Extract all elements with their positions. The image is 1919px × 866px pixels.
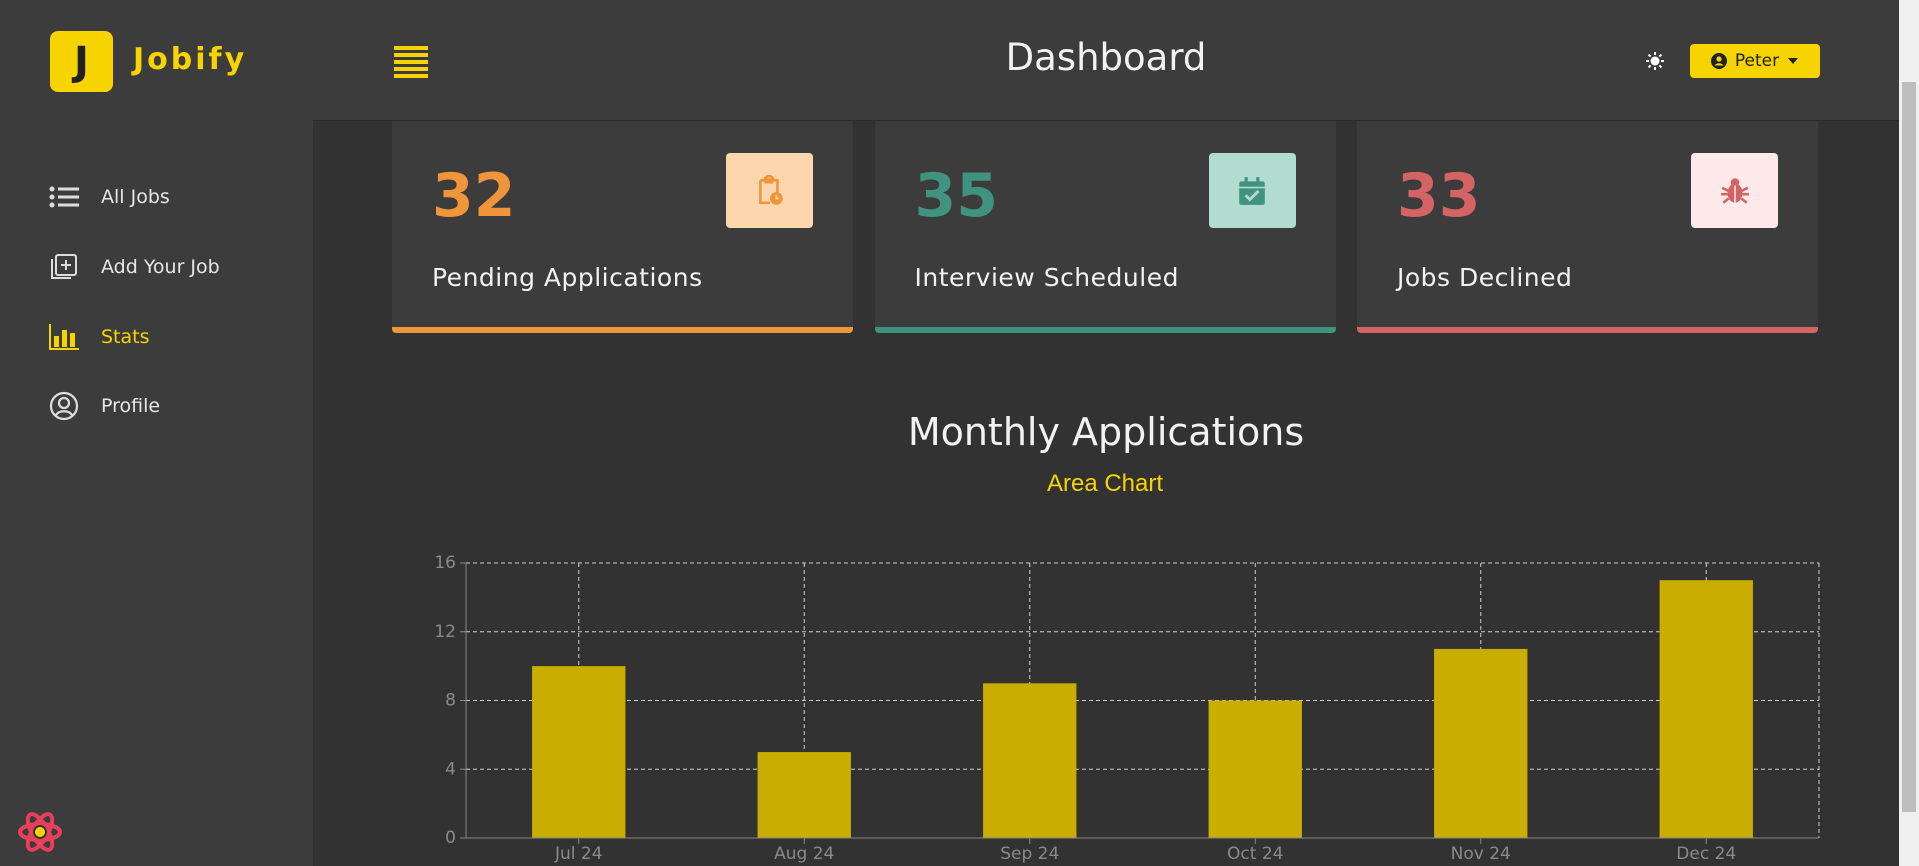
x-tick-label: Nov 24 <box>1451 844 1511 864</box>
chart-toggle[interactable]: Area Chart <box>1046 470 1164 497</box>
y-tick-label: 0 <box>445 828 456 848</box>
page-title: Dashboard <box>1005 36 1207 79</box>
bar <box>757 752 851 838</box>
scrollbar-thumb[interactable] <box>1902 82 1916 812</box>
sidebar: J Jobify All Jobs Add Your Job Stats Pro… <box>0 0 313 866</box>
stat-count: 33 <box>1397 161 1481 231</box>
nav-item[interactable]: All Jobs <box>49 182 170 212</box>
chart-title: Monthly Applications <box>907 410 1305 454</box>
icon <box>758 174 783 205</box>
logo[interactable]: J <box>50 31 113 92</box>
bar <box>983 683 1077 838</box>
stat-icon <box>726 153 813 228</box>
y-tick-label: 8 <box>445 691 456 711</box>
x-tick-label: Sep 24 <box>1000 844 1059 864</box>
icon <box>1239 176 1265 205</box>
menu-toggle[interactable] <box>394 46 428 78</box>
devtools-icon[interactable] <box>16 808 64 856</box>
header <box>313 0 1899 121</box>
x-tick-label: Oct 24 <box>1227 844 1283 864</box>
nav-item[interactable]: Stats <box>49 322 150 352</box>
y-tick-label: 16 <box>434 553 456 573</box>
stat-card: 32 Pending Applications <box>392 121 853 333</box>
nav-label: Add Your Job <box>101 256 220 278</box>
stat-card: 33 Jobs Declined <box>1357 121 1818 333</box>
stat-card: 35 Interview Scheduled <box>874 121 1336 333</box>
nav-label: Profile <box>101 395 161 417</box>
stat-label: Interview Scheduled <box>914 263 1179 292</box>
nav-label: Stats <box>101 326 150 348</box>
nav-item[interactable]: Add Your Job <box>49 252 220 282</box>
bar <box>1434 648 1528 838</box>
list-icon <box>49 186 79 208</box>
bar <box>532 666 626 838</box>
profile-icon <box>49 391 79 421</box>
icon <box>1720 177 1749 204</box>
x-tick-label: Dec 24 <box>1676 844 1736 864</box>
stat-label: Pending Applications <box>432 263 703 292</box>
bar <box>1659 580 1753 838</box>
add-icon <box>51 254 77 279</box>
user-icon <box>1710 53 1727 69</box>
x-tick-label: Jul 24 <box>554 844 603 864</box>
brand[interactable]: Jobify <box>133 42 248 77</box>
user-button[interactable]: Peter <box>1690 44 1820 78</box>
bar <box>1208 700 1302 838</box>
stat-count: 35 <box>914 161 999 231</box>
stat-count: 32 <box>432 161 516 231</box>
nav-item[interactable]: Profile <box>49 391 160 421</box>
nav-label: All Jobs <box>101 186 170 208</box>
stat-label: Jobs Declined <box>1397 263 1573 292</box>
theme-toggle[interactable] <box>1645 51 1665 71</box>
stat-icon <box>1691 153 1778 228</box>
chart: 0 4 8 12 16 Jul 24 Aug 24 Sep 24 Oct 24 Nov 24 Dec… <box>434 553 1820 864</box>
stats-icon <box>49 324 79 350</box>
y-tick-label: 4 <box>445 759 456 779</box>
y-tick-label: 12 <box>434 622 456 642</box>
stat-icon <box>1208 153 1296 228</box>
caret <box>1788 58 1799 64</box>
x-tick-label: Aug 24 <box>774 844 834 864</box>
user-name: Peter <box>1734 51 1780 71</box>
